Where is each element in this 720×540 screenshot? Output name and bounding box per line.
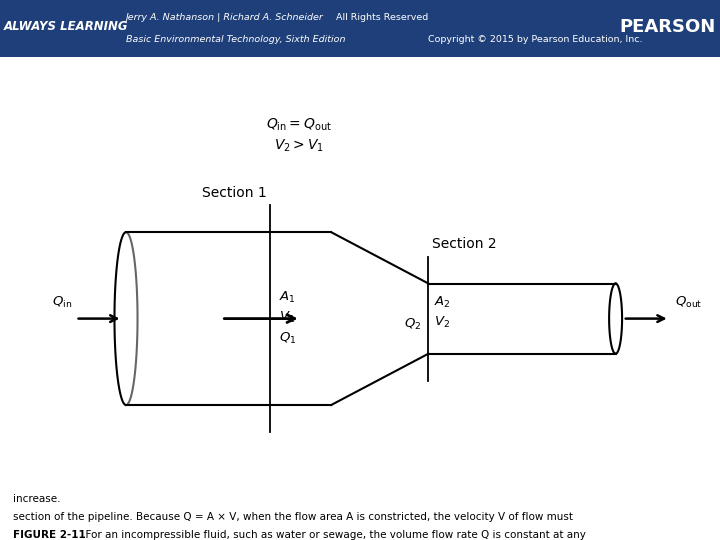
Text: increase.: increase. bbox=[13, 494, 60, 504]
Text: Basic Environmental Technology, Sixth Edition: Basic Environmental Technology, Sixth Ed… bbox=[126, 35, 346, 44]
Text: $V_2$: $V_2$ bbox=[434, 315, 450, 330]
Text: $Q_\mathrm{out}$: $Q_\mathrm{out}$ bbox=[675, 295, 702, 310]
Text: $Q_\mathrm{in}$$ = $$Q_\mathrm{out}$: $Q_\mathrm{in}$$ = $$Q_\mathrm{out}$ bbox=[266, 116, 332, 132]
Text: $V_2$$ > $$V_1$: $V_2$$ > $$V_1$ bbox=[274, 138, 324, 154]
Text: All Rights Reserved: All Rights Reserved bbox=[336, 14, 428, 22]
Text: Section 1: Section 1 bbox=[202, 186, 266, 200]
Text: FIGURE 2-11: FIGURE 2-11 bbox=[13, 530, 86, 540]
Text: $A_1$: $A_1$ bbox=[279, 289, 295, 305]
Text: ALWAYS LEARNING: ALWAYS LEARNING bbox=[4, 21, 128, 33]
Text: Copyright © 2015 by Pearson Education, Inc.: Copyright © 2015 by Pearson Education, I… bbox=[428, 35, 643, 44]
Text: $Q_1$: $Q_1$ bbox=[279, 330, 296, 346]
Text: section of the pipeline. Because Q = A × V, when the flow area A is constricted,: section of the pipeline. Because Q = A ×… bbox=[13, 512, 573, 522]
Text: $V_1$: $V_1$ bbox=[279, 310, 294, 325]
Text: Jerry A. Nathanson | Richard A. Schneider: Jerry A. Nathanson | Richard A. Schneide… bbox=[126, 14, 324, 22]
Bar bbox=[0, 0, 720, 57]
Text: $A_2$: $A_2$ bbox=[434, 295, 451, 310]
Text: PEARSON: PEARSON bbox=[619, 18, 716, 36]
Text: For an incompressible fluid, such as water or sewage, the volume flow rate Q is : For an incompressible fluid, such as wat… bbox=[79, 530, 586, 540]
Text: Section 2: Section 2 bbox=[432, 237, 497, 251]
Text: $Q_\mathrm{in}$: $Q_\mathrm{in}$ bbox=[52, 295, 72, 310]
Text: $Q_2$: $Q_2$ bbox=[404, 316, 421, 332]
